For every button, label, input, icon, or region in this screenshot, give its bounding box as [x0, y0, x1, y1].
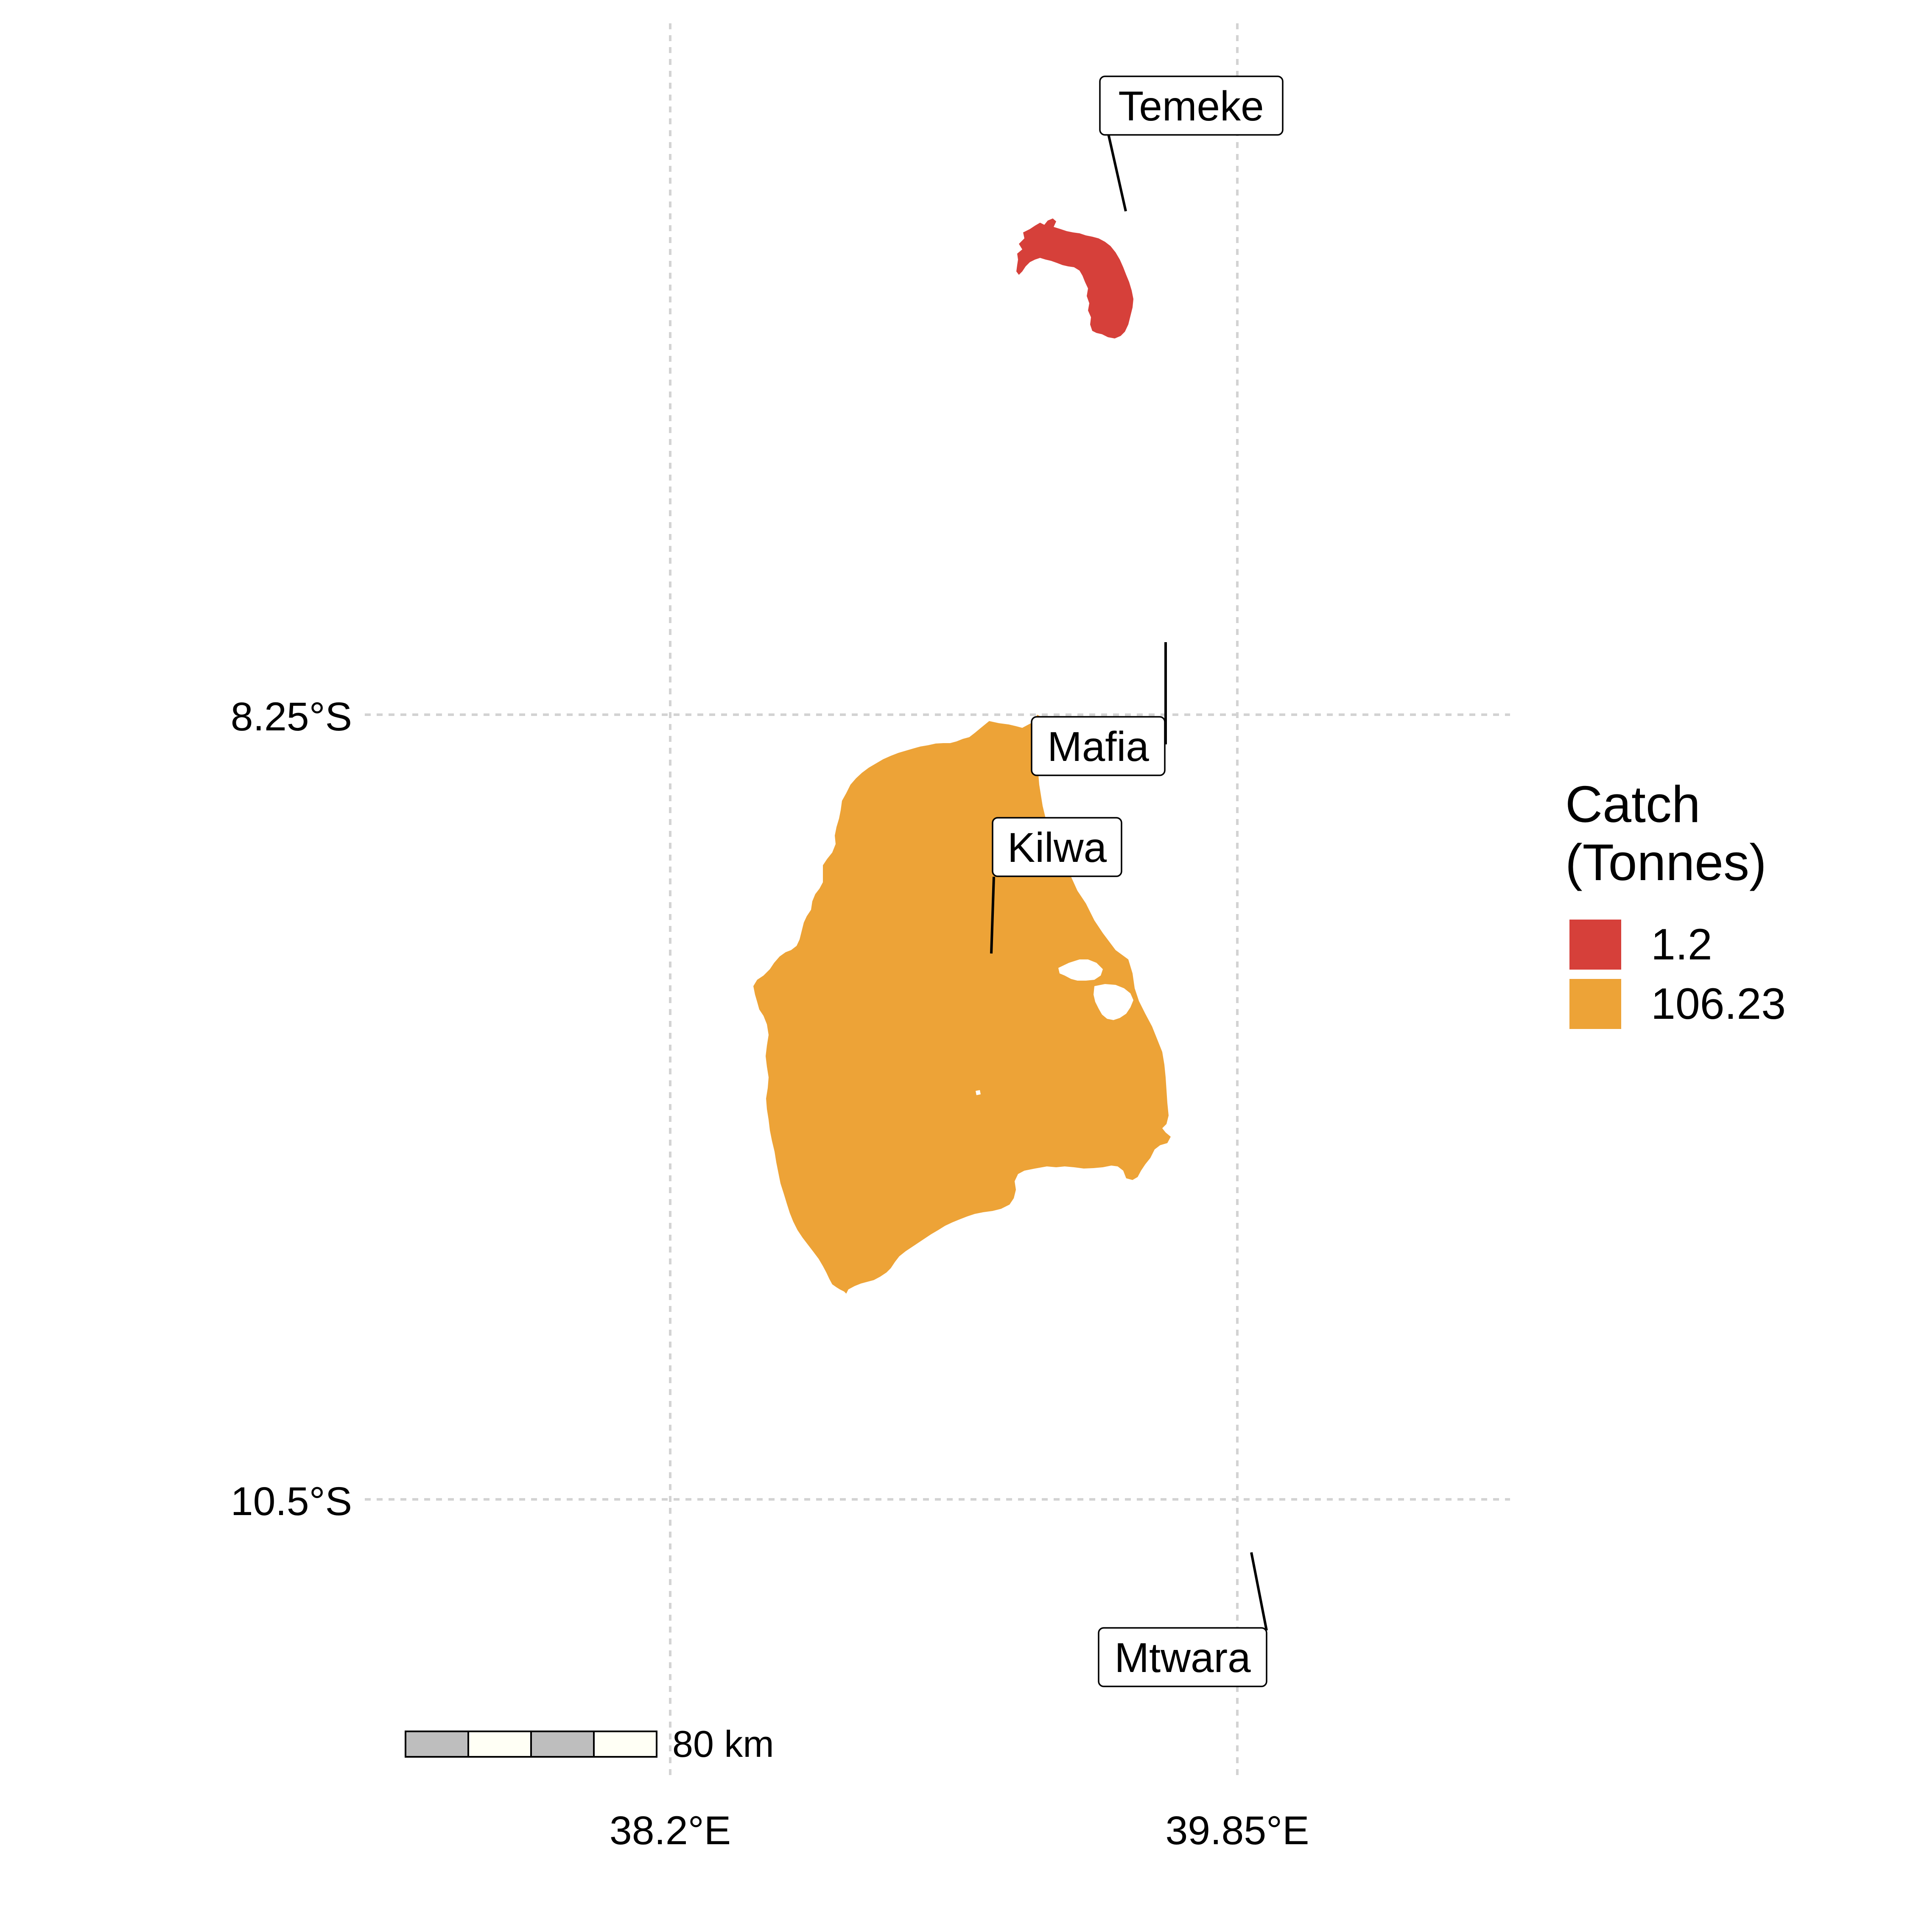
label-text-temeke: Temeke	[1118, 83, 1264, 129]
leader-line-mtwara	[1250, 1552, 1268, 1631]
x-tick-label: 38.2°E	[610, 1808, 731, 1853]
legend: Catch (Tonnes) 1.2 106.23	[1565, 775, 1786, 1029]
label-box-temeke	[1099, 75, 1284, 136]
scale-bar-segment	[467, 1731, 532, 1758]
x-tick-label: 39.85°E	[1165, 1808, 1309, 1853]
label-box-mtwara	[1098, 1627, 1267, 1687]
scale-bar-segment	[405, 1731, 469, 1758]
scale-bar-segment	[530, 1731, 595, 1758]
leader-line-temeke	[1107, 134, 1127, 212]
y-tick-label: 10.5°S	[231, 1479, 352, 1524]
region-kilwa[interactable]	[753, 715, 1171, 1294]
label-box-kilwa	[992, 817, 1122, 877]
legend-title-line2: (Tonnes)	[1565, 833, 1767, 891]
y-tick-label: 8.25°S	[231, 694, 352, 739]
legend-item-label: 1.2	[1651, 920, 1712, 969]
label-temeke: Temeke	[1099, 75, 1284, 136]
label-mtwara: Mtwara	[1098, 1627, 1267, 1687]
label-text-mtwara: Mtwara	[1114, 1634, 1251, 1681]
scale-bar-segment	[593, 1731, 657, 1758]
legend-swatch	[1569, 979, 1621, 1029]
label-text-mafia: Mafia	[1047, 723, 1149, 770]
leader-lines	[990, 134, 1268, 1631]
legend-swatch	[1569, 920, 1621, 970]
axis-labels: 8.25°S 10.5°S 38.2°E 39.85°E	[231, 694, 1309, 1853]
label-text-kilwa: Kilwa	[1007, 824, 1107, 871]
label-mafia: Mafia	[1031, 716, 1166, 776]
graticule	[365, 23, 1510, 1777]
legend-title-line1: Catch	[1565, 775, 1701, 833]
label-kilwa: Kilwa	[992, 817, 1122, 877]
scale-bar-label: 80 km	[672, 1723, 774, 1765]
legend-item-label: 106.23	[1651, 979, 1786, 1029]
leader-line-kilwa	[990, 876, 995, 954]
label-box-mafia	[1031, 716, 1166, 776]
region-temeke[interactable]	[1016, 218, 1133, 338]
region-labels: Temeke Mafia Kilwa Mtwara	[992, 75, 1284, 1687]
scale-bar: 80 km	[405, 1723, 774, 1765]
